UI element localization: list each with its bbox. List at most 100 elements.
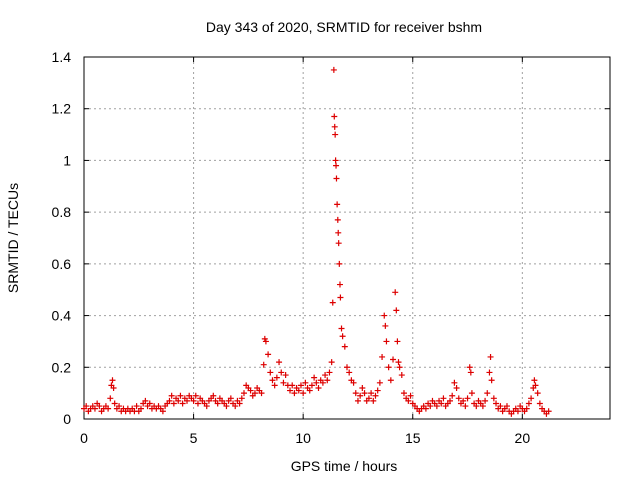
- data-point: [440, 395, 447, 402]
- data-point: [385, 364, 392, 371]
- data-point: [449, 392, 456, 399]
- data-point: [269, 377, 276, 384]
- data-point: [528, 395, 535, 402]
- data-point: [315, 384, 322, 391]
- data-point: [107, 395, 114, 402]
- grid: [84, 57, 610, 419]
- data-point: [177, 392, 184, 399]
- x-tick-label: 5: [190, 430, 198, 446]
- data-point: [133, 403, 140, 410]
- axis-ticks: 0 5 10 15 20 0 0.2 0.4 0.6 0.8 1 1.2 1.4: [52, 49, 610, 446]
- data-point: [400, 390, 407, 397]
- data-point: [453, 384, 460, 391]
- data-point: [265, 351, 272, 358]
- x-tick-label: 15: [405, 430, 421, 446]
- data-point: [339, 333, 346, 340]
- data-point: [394, 338, 401, 345]
- data-point: [109, 377, 116, 384]
- y-tick-label: 0: [63, 411, 71, 427]
- data-point: [116, 403, 123, 410]
- data-point: [361, 390, 368, 397]
- data-point: [240, 390, 247, 397]
- data-point: [105, 405, 112, 412]
- data-point: [262, 338, 269, 345]
- data-point: [329, 299, 336, 306]
- data-point: [330, 66, 337, 73]
- data-point: [251, 390, 258, 397]
- data-point: [514, 408, 521, 415]
- data-point: [372, 392, 379, 399]
- data-point: [168, 392, 175, 399]
- data-point: [336, 260, 343, 267]
- data-point: [438, 400, 445, 407]
- data-point: [166, 397, 173, 404]
- data-point: [282, 372, 289, 379]
- data-point: [407, 392, 414, 399]
- data-point: [332, 157, 339, 164]
- plot-frame: [83, 56, 611, 420]
- data-point: [83, 403, 90, 410]
- data-point: [503, 403, 510, 410]
- data-point: [179, 400, 186, 407]
- data-point: [344, 364, 350, 371]
- data-point: [280, 379, 287, 386]
- data-point: [368, 390, 375, 397]
- data-point: [479, 403, 486, 410]
- data-point: [203, 403, 210, 410]
- data-point: [365, 395, 372, 402]
- data-point: [291, 390, 298, 397]
- y-tick-label: 0.2: [52, 359, 72, 375]
- data-point: [354, 397, 361, 404]
- data-point: [536, 400, 543, 407]
- data-point: [396, 364, 403, 371]
- data-point: [523, 405, 530, 412]
- data-point: [236, 400, 243, 407]
- data-point: [336, 281, 343, 288]
- data-point: [427, 403, 434, 410]
- data-point: [422, 405, 429, 412]
- data-point: [338, 325, 345, 332]
- data-points: [81, 66, 552, 417]
- data-point: [260, 361, 267, 368]
- data-point: [227, 395, 234, 402]
- data-point: [287, 387, 294, 394]
- data-point: [297, 382, 304, 389]
- data-point: [289, 382, 296, 389]
- data-point: [308, 382, 315, 389]
- data-point: [473, 403, 480, 410]
- data-point: [387, 377, 394, 384]
- data-point: [319, 379, 326, 386]
- y-tick-label: 0.8: [52, 204, 72, 220]
- data-point: [331, 123, 338, 130]
- data-point: [142, 397, 149, 404]
- data-point: [468, 390, 475, 397]
- data-point: [484, 390, 491, 397]
- data-point: [311, 374, 318, 381]
- data-point: [451, 379, 458, 386]
- data-point: [223, 403, 230, 410]
- data-point: [96, 403, 103, 410]
- data-point: [276, 359, 283, 366]
- x-tick-label: 20: [515, 430, 531, 446]
- data-point: [490, 395, 497, 402]
- data-point: [352, 390, 359, 397]
- y-axis-label: SRMTID / TECUs: [5, 183, 21, 293]
- data-point: [335, 229, 342, 236]
- data-point: [328, 359, 335, 366]
- data-point: [137, 405, 144, 412]
- data-point: [357, 392, 364, 399]
- y-tick-label: 1.2: [52, 101, 72, 117]
- data-point: [295, 387, 302, 394]
- data-point: [184, 397, 191, 404]
- x-axis-label: GPS time / hours: [291, 458, 398, 474]
- data-point: [462, 403, 469, 410]
- data-point: [392, 289, 399, 296]
- data-point: [334, 216, 341, 223]
- data-point: [447, 397, 454, 404]
- data-point: [333, 175, 340, 182]
- data-point: [433, 403, 440, 410]
- data-point: [170, 400, 177, 407]
- data-point: [466, 364, 473, 371]
- data-point: [332, 131, 339, 138]
